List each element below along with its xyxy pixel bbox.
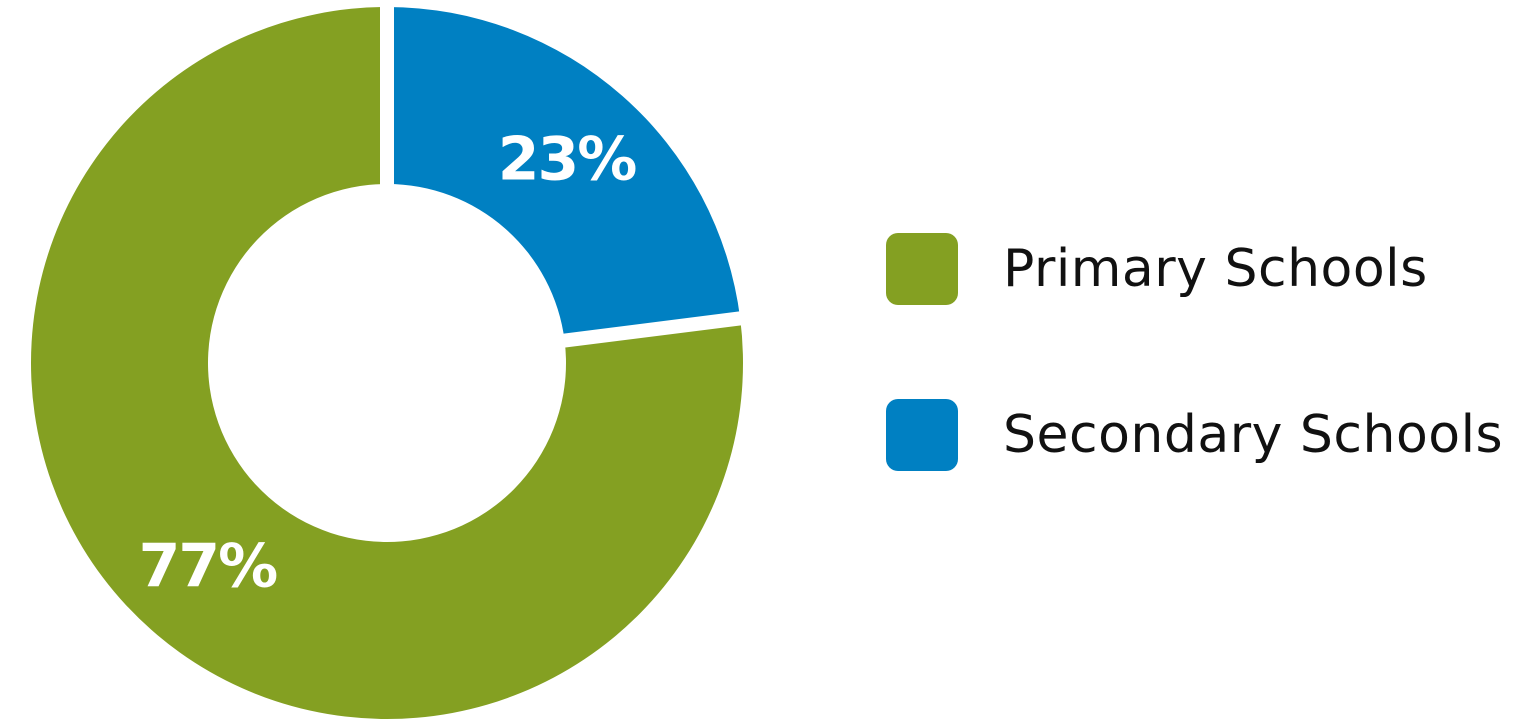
legend-swatch-primary-schools: [886, 233, 958, 305]
data-label-secondary-schools: 23%: [498, 124, 636, 194]
legend-item-secondary-schools: Secondary Schools: [886, 398, 1503, 472]
legend-swatch-secondary-schools: [886, 399, 958, 471]
slice-primary-schools: [31, 7, 743, 719]
legend-item-primary-schools: Primary Schools: [886, 232, 1503, 306]
slice-separator: [559, 310, 746, 349]
slice-secondary-schools: [387, 7, 741, 341]
legend: Primary Schools Secondary Schools: [886, 232, 1503, 472]
donut-slices: [31, 3, 746, 719]
legend-label-primary-schools: Primary Schools: [1003, 239, 1428, 299]
legend-label-secondary-schools: Secondary Schools: [1003, 405, 1504, 465]
donut-chart: 23% 77%: [31, 3, 746, 719]
data-label-primary-schools: 77%: [139, 532, 277, 602]
donut-labels: 23% 77%: [139, 124, 639, 602]
